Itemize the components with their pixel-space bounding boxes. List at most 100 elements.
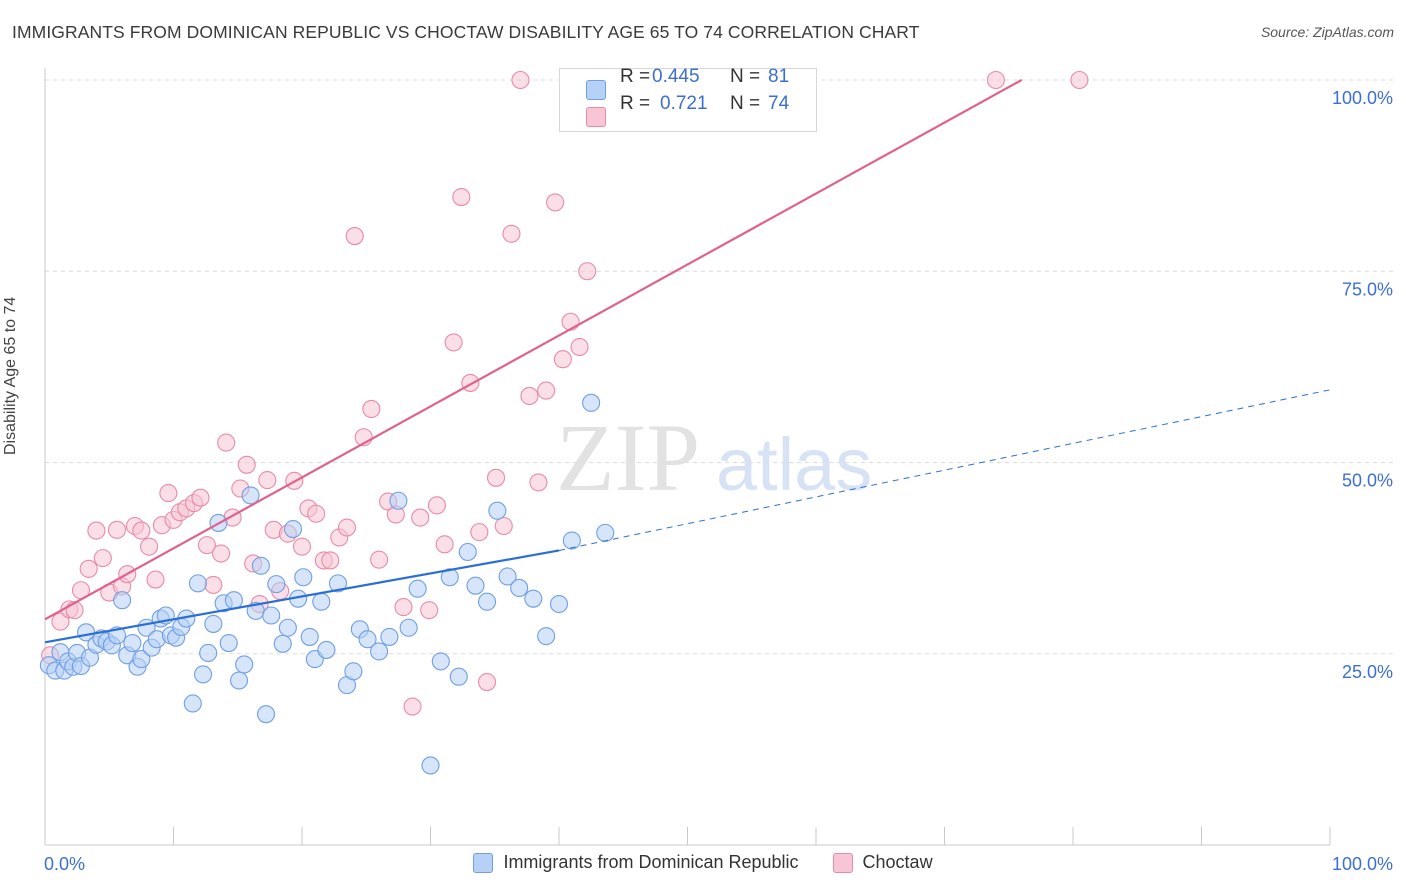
data-point-pink [370, 550, 389, 569]
trend-line-pink [44, 79, 1023, 621]
data-point-pink [486, 468, 506, 487]
data-point-pink [1070, 70, 1089, 90]
data-point-pink [146, 570, 165, 589]
data-point-blue [224, 591, 243, 610]
y-axis-label: Disability Age 65 to 74 [2, 296, 19, 455]
data-point-blue [421, 756, 440, 775]
r-label: R = [620, 93, 651, 114]
x-tick-label-max: 100.0% [1332, 854, 1393, 874]
watermark: ZIP atlas [556, 404, 872, 511]
data-point-pink [362, 399, 381, 419]
data-point-blue [370, 642, 389, 661]
series-choctaw-points [41, 70, 1089, 716]
data-point-blue [458, 542, 477, 562]
data-point-pink [292, 537, 312, 556]
n-label: N = [730, 93, 761, 114]
data-point-pink [258, 471, 277, 490]
data-point-blue [408, 579, 427, 598]
data-point-blue [431, 652, 450, 671]
data-point-blue [317, 640, 336, 659]
stats-legend: R = 0.445 N = 81 R = 0.721 N = 74 [559, 66, 817, 132]
data-point-pink [345, 227, 364, 246]
data-point-pink [570, 337, 589, 357]
data-point-blue [596, 523, 615, 542]
n-value: 74 [768, 93, 790, 114]
data-point-blue [524, 589, 543, 608]
trend-line-blue [44, 549, 560, 644]
data-point-blue [251, 556, 270, 575]
data-point-pink [87, 521, 106, 540]
data-point-pink [337, 518, 357, 537]
data-point-pink [107, 520, 127, 539]
data-point-blue [449, 667, 468, 686]
chart-title: IMMIGRANTS FROM DOMINICAN REPUBLIC VS CH… [12, 22, 920, 42]
data-point-pink [403, 697, 422, 716]
data-point-pink [986, 70, 1005, 90]
legend-swatch-blue [473, 852, 494, 873]
data-point-blue [235, 655, 254, 674]
data-point-pink [420, 601, 439, 620]
data-point-pink [211, 544, 231, 563]
data-point-pink [427, 496, 446, 515]
data-point-pink [529, 473, 548, 492]
data-point-blue [262, 606, 281, 625]
data-point-pink [537, 381, 556, 400]
y-tick-label: 50.0% [1342, 471, 1393, 491]
data-point-pink [411, 508, 430, 527]
data-point-blue [440, 568, 459, 587]
data-point-pink [159, 484, 178, 503]
data-point-pink [452, 187, 471, 207]
data-point-blue [219, 633, 238, 653]
data-point-pink [321, 551, 340, 570]
data-point-pink [93, 549, 112, 568]
legend-swatch-blue [586, 80, 606, 100]
legend-swatch-pink [586, 107, 606, 127]
data-point-blue [510, 578, 529, 598]
y-tick-label: 75.0% [1342, 279, 1393, 299]
legend-item-choctaw[interactable]: Choctaw [832, 852, 933, 873]
data-point-pink [520, 386, 539, 405]
legend-label-choctaw: Choctaw [862, 852, 933, 872]
data-point-blue [549, 594, 569, 614]
data-point-blue [132, 650, 151, 669]
source-credit: Source: ZipAtlas.com [1260, 24, 1394, 40]
legend-label-dominican: Immigrants from Dominican Republic [503, 852, 799, 872]
tick-labels: 25.0% 50.0% 75.0% 100.0% 0.0% 100.0% [44, 88, 1393, 874]
data-point-blue [399, 618, 418, 637]
data-point-pink [217, 433, 236, 452]
data-point-pink [477, 673, 497, 692]
axes [44, 68, 1331, 846]
data-point-blue [123, 633, 142, 653]
data-point-blue [229, 671, 249, 690]
data-point-blue [328, 574, 348, 593]
data-point-blue [582, 393, 601, 412]
data-point-blue [113, 591, 132, 610]
data-point-blue [194, 665, 213, 684]
data-point-blue [358, 630, 377, 649]
data-point-blue [312, 592, 331, 611]
x-tick-label-min: 0.0% [44, 854, 85, 874]
data-point-blue [562, 531, 581, 550]
data-point-pink [191, 488, 210, 507]
r-label: R = [620, 66, 651, 87]
data-point-blue [273, 634, 292, 653]
series-dominican-points [39, 393, 615, 775]
data-point-pink [237, 455, 256, 474]
series-legend: Immigrants from Dominican Republic Choct… [0, 852, 1406, 873]
data-point-pink [435, 535, 454, 554]
data-point-pink [561, 312, 580, 331]
data-point-blue [300, 627, 319, 646]
data-point-blue [199, 643, 218, 663]
data-point-blue [466, 576, 485, 595]
data-point-pink [444, 333, 463, 352]
y-tick-label: 25.0% [1342, 662, 1393, 682]
data-point-blue [389, 491, 408, 510]
data-point-blue [294, 568, 313, 587]
data-point-blue [267, 575, 286, 594]
data-point-blue [537, 627, 556, 646]
data-point-pink [197, 536, 216, 555]
legend-item-dominican[interactable]: Immigrants from Dominican Republic [473, 852, 799, 873]
n-value: 81 [768, 66, 790, 87]
data-point-pink [394, 598, 413, 617]
